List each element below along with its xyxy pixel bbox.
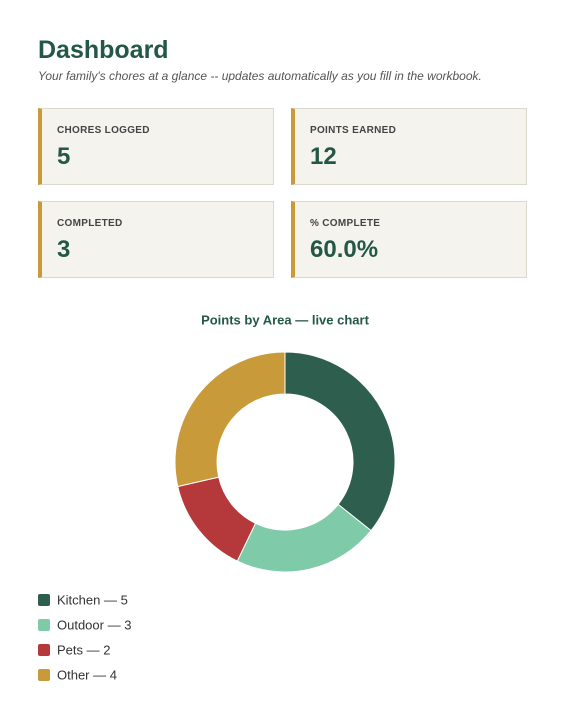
kpi-label: CHORES LOGGED [57,125,150,136]
legend-label: Other — 4 [57,667,117,682]
donut-slice [284,351,396,532]
donut-slice [177,476,257,562]
legend-swatch [38,669,50,681]
subtitle: Your family's chores at a glance -- upda… [38,69,482,83]
legend-label: Pets — 2 [57,642,110,657]
kpi-label: COMPLETED [57,218,123,229]
kpi-card: % COMPLETE 60.0% [291,201,527,278]
kpi-value: 3 [57,236,71,263]
kpi-card: COMPLETED 3 [38,201,274,278]
chart: Points by Area — live chart Kitchen — 5 O… [38,312,396,682]
kpi-card: POINTS EARNED 12 [291,108,527,185]
kpi-label: POINTS EARNED [310,125,397,136]
chart-title: Points by Area — live chart [201,312,370,327]
donut-slice [236,503,372,573]
kpi-value: 5 [57,143,71,170]
page-title: Dashboard [38,36,169,64]
legend-swatch [38,619,50,631]
kpi-value: 12 [310,143,337,170]
legend-swatch [38,644,50,656]
legend-swatch [38,594,50,606]
kpi-value: 60.0% [310,236,379,263]
kpi-label: % COMPLETE [310,218,381,229]
kpi-card: CHORES LOGGED 5 [38,108,274,185]
legend-label: Kitchen — 5 [57,592,128,607]
donut-slice [174,351,286,488]
legend-label: Outdoor — 3 [57,617,131,632]
